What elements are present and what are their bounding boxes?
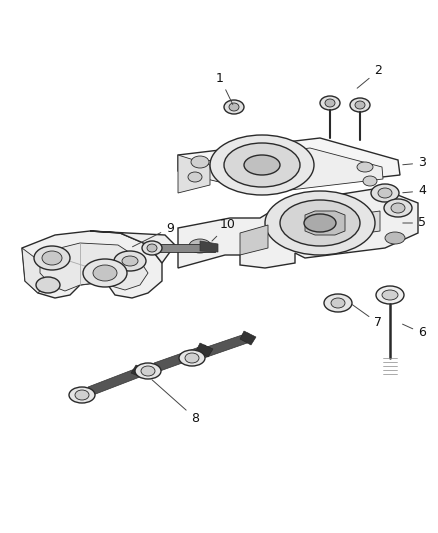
Ellipse shape bbox=[36, 277, 60, 293]
Ellipse shape bbox=[210, 135, 314, 195]
Polygon shape bbox=[154, 345, 210, 371]
Ellipse shape bbox=[376, 286, 404, 304]
Text: 8: 8 bbox=[152, 380, 199, 424]
Polygon shape bbox=[22, 231, 162, 298]
Ellipse shape bbox=[382, 290, 398, 300]
Polygon shape bbox=[295, 211, 380, 243]
Polygon shape bbox=[90, 231, 175, 263]
Ellipse shape bbox=[69, 387, 95, 403]
Ellipse shape bbox=[357, 162, 373, 172]
Ellipse shape bbox=[93, 265, 117, 281]
Text: 4: 4 bbox=[403, 184, 426, 198]
Ellipse shape bbox=[188, 172, 202, 182]
Ellipse shape bbox=[304, 214, 336, 232]
Polygon shape bbox=[200, 241, 218, 252]
Ellipse shape bbox=[191, 156, 209, 168]
Polygon shape bbox=[178, 155, 210, 193]
Text: 5: 5 bbox=[403, 216, 426, 230]
Polygon shape bbox=[40, 243, 148, 291]
Polygon shape bbox=[178, 138, 400, 191]
Ellipse shape bbox=[122, 256, 138, 266]
Ellipse shape bbox=[378, 188, 392, 198]
Polygon shape bbox=[196, 343, 213, 357]
Polygon shape bbox=[131, 365, 148, 378]
Ellipse shape bbox=[42, 251, 62, 265]
Text: 3: 3 bbox=[403, 157, 426, 169]
Polygon shape bbox=[22, 248, 52, 293]
Ellipse shape bbox=[83, 259, 127, 287]
Ellipse shape bbox=[325, 99, 335, 107]
Ellipse shape bbox=[34, 246, 70, 270]
Text: 7: 7 bbox=[352, 305, 382, 329]
Ellipse shape bbox=[229, 103, 239, 111]
Ellipse shape bbox=[320, 96, 340, 110]
Ellipse shape bbox=[385, 232, 405, 244]
Ellipse shape bbox=[224, 100, 244, 114]
Polygon shape bbox=[198, 333, 253, 358]
Polygon shape bbox=[305, 211, 345, 235]
Ellipse shape bbox=[135, 363, 161, 379]
Text: 1: 1 bbox=[216, 71, 233, 104]
Ellipse shape bbox=[224, 143, 300, 187]
Text: 9: 9 bbox=[132, 222, 174, 247]
Ellipse shape bbox=[114, 251, 146, 271]
Ellipse shape bbox=[265, 191, 375, 255]
Ellipse shape bbox=[391, 203, 405, 213]
Ellipse shape bbox=[142, 241, 162, 255]
Ellipse shape bbox=[384, 199, 412, 217]
Ellipse shape bbox=[363, 176, 377, 186]
Ellipse shape bbox=[280, 200, 360, 246]
Text: 10: 10 bbox=[212, 219, 236, 241]
Polygon shape bbox=[240, 331, 256, 345]
Ellipse shape bbox=[189, 239, 211, 253]
Ellipse shape bbox=[141, 366, 155, 376]
Ellipse shape bbox=[350, 98, 370, 112]
Polygon shape bbox=[240, 225, 268, 255]
Text: 2: 2 bbox=[357, 64, 382, 88]
Ellipse shape bbox=[324, 294, 352, 312]
Text: 6: 6 bbox=[403, 324, 426, 340]
Ellipse shape bbox=[179, 350, 205, 366]
Ellipse shape bbox=[147, 244, 157, 252]
Ellipse shape bbox=[371, 184, 399, 202]
Ellipse shape bbox=[244, 155, 280, 175]
Ellipse shape bbox=[185, 353, 199, 363]
Ellipse shape bbox=[75, 390, 89, 400]
Ellipse shape bbox=[331, 298, 345, 308]
Polygon shape bbox=[152, 244, 215, 252]
Ellipse shape bbox=[355, 101, 365, 109]
Polygon shape bbox=[178, 188, 418, 268]
Polygon shape bbox=[190, 148, 383, 193]
Polygon shape bbox=[88, 367, 145, 395]
